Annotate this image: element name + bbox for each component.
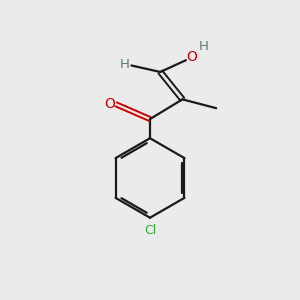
Text: H: H [120, 58, 130, 70]
Text: O: O [104, 98, 115, 111]
Text: O: O [186, 50, 197, 64]
Text: Cl: Cl [144, 224, 156, 237]
Text: H: H [199, 40, 208, 52]
